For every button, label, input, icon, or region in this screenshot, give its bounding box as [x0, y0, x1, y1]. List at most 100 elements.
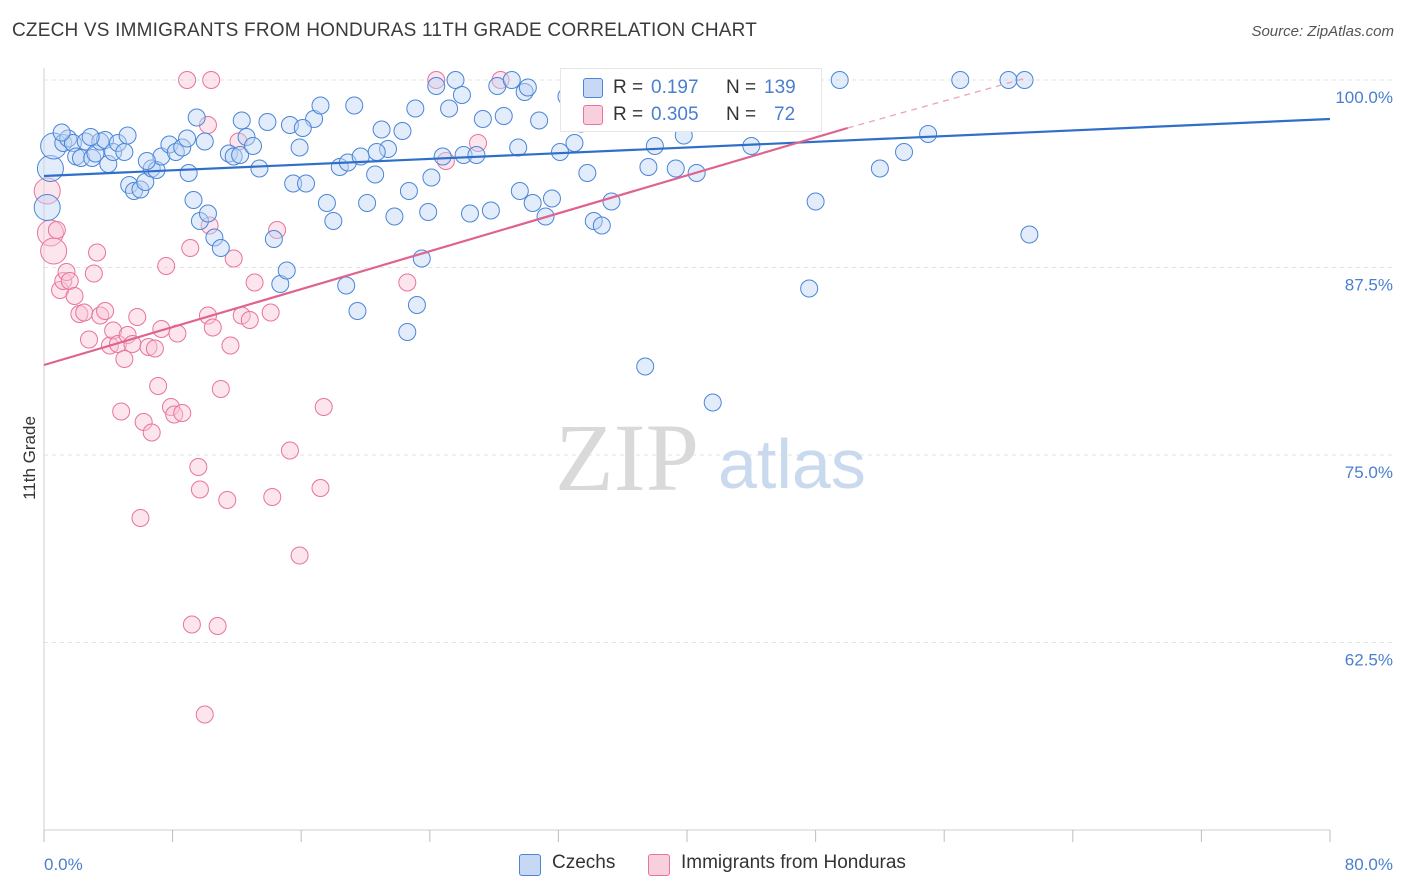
honduras-point	[198, 306, 217, 325]
czechs-point	[510, 182, 529, 200]
honduras-point	[290, 546, 309, 565]
honduras-point	[245, 273, 264, 292]
honduras-legend-swatch	[648, 854, 670, 876]
czechs-point	[592, 216, 611, 235]
czechs-point	[509, 138, 528, 157]
czechs-point	[399, 182, 418, 200]
czechs-point	[198, 204, 217, 223]
watermark-atlas: atlas	[718, 425, 866, 503]
czechs-swatch	[583, 78, 603, 98]
honduras-point	[128, 308, 147, 326]
czechs-point	[481, 201, 500, 220]
czechs-point	[523, 194, 542, 212]
honduras-point	[115, 350, 134, 368]
czechs-point	[311, 96, 330, 115]
honduras-point	[208, 617, 227, 635]
czechs-legend-swatch	[519, 854, 541, 876]
czechs-point	[398, 323, 417, 341]
czechs-point	[243, 137, 262, 155]
czechs-point	[870, 159, 889, 178]
stats-legend: R = 0.197 N = 139 R = 0.305 N = 72	[560, 68, 822, 132]
czechs-point	[393, 122, 412, 140]
r-label: R =	[613, 77, 644, 98]
czechs-point	[578, 164, 597, 182]
czechs-point	[1020, 225, 1039, 244]
honduras-point	[263, 488, 282, 506]
honduras-point	[398, 273, 417, 292]
czechs-point	[645, 137, 664, 155]
czechs-legend-label: Czechs	[552, 852, 616, 873]
czechs-point	[446, 71, 465, 89]
n-label: N =	[726, 77, 757, 98]
honduras-point	[60, 272, 79, 290]
czechs-point	[666, 159, 685, 178]
czechs-point	[337, 276, 356, 295]
honduras-point	[131, 509, 150, 527]
czechs-point	[419, 203, 438, 221]
czechs-point	[137, 152, 156, 170]
czechs-point	[919, 125, 938, 143]
czechs-point	[452, 86, 471, 104]
czechs-point	[178, 129, 197, 148]
czechs-point	[422, 168, 441, 187]
honduras-point	[240, 311, 259, 329]
honduras-trend-extension	[847, 77, 1025, 129]
czechs-point	[179, 164, 198, 182]
czechs-point	[494, 107, 513, 125]
honduras-point	[80, 330, 99, 349]
y-tick-label-3: 100.0%	[1335, 88, 1393, 107]
czechs-point	[297, 174, 316, 193]
czechs-point	[703, 393, 722, 412]
czechs-point	[406, 99, 425, 118]
czechs-point	[63, 134, 82, 152]
czechs-point	[173, 138, 192, 157]
r-value: 0.305	[651, 104, 699, 125]
czechs-point	[502, 71, 521, 89]
honduras-point	[178, 71, 197, 89]
czechs-point	[258, 113, 277, 131]
honduras-point	[221, 336, 240, 355]
czechs-point	[81, 128, 100, 146]
czechs-point	[277, 261, 296, 280]
grid-lines	[44, 79, 1393, 643]
honduras-point	[280, 441, 299, 460]
czechs-point	[385, 207, 404, 226]
czechs-point	[118, 126, 137, 145]
czechs-point	[518, 78, 537, 97]
czechs-point	[108, 134, 127, 152]
czechs-point	[999, 71, 1018, 89]
czechs-point	[372, 120, 391, 139]
legend-row-czechs: R = 0.197 N = 139	[561, 75, 821, 101]
source-label: Source: ZipAtlas.com	[1251, 23, 1394, 40]
honduras-point	[314, 398, 333, 416]
honduras-point	[218, 491, 237, 509]
czechs-point	[250, 159, 269, 178]
czechs-point	[52, 123, 71, 142]
r-label: R =	[613, 104, 644, 125]
honduras-point	[427, 71, 446, 89]
czechs-point	[454, 146, 473, 164]
czechs-point	[345, 96, 364, 115]
czechs-point	[473, 110, 492, 128]
czechs-point	[36, 155, 64, 182]
czechs-point	[219, 144, 238, 163]
czechs-point	[195, 132, 214, 151]
czechs-point	[264, 230, 283, 248]
czechs-point	[166, 143, 185, 161]
watermark: ZIP atlas	[555, 404, 866, 511]
honduras-point	[88, 243, 107, 262]
czechs-point	[895, 143, 914, 161]
honduras-point	[96, 302, 115, 320]
czechs-point	[367, 143, 386, 161]
czechs-point	[205, 228, 224, 247]
honduras-point	[149, 377, 168, 395]
honduras-swatch	[583, 105, 603, 125]
honduras-point	[40, 237, 68, 265]
honduras-point	[211, 380, 230, 398]
czechs-point	[530, 111, 549, 130]
czechs-point	[542, 189, 561, 208]
honduras-point	[139, 338, 158, 356]
n-value: 72	[774, 104, 796, 125]
honduras-point	[145, 339, 164, 358]
czechs-point	[366, 165, 385, 184]
